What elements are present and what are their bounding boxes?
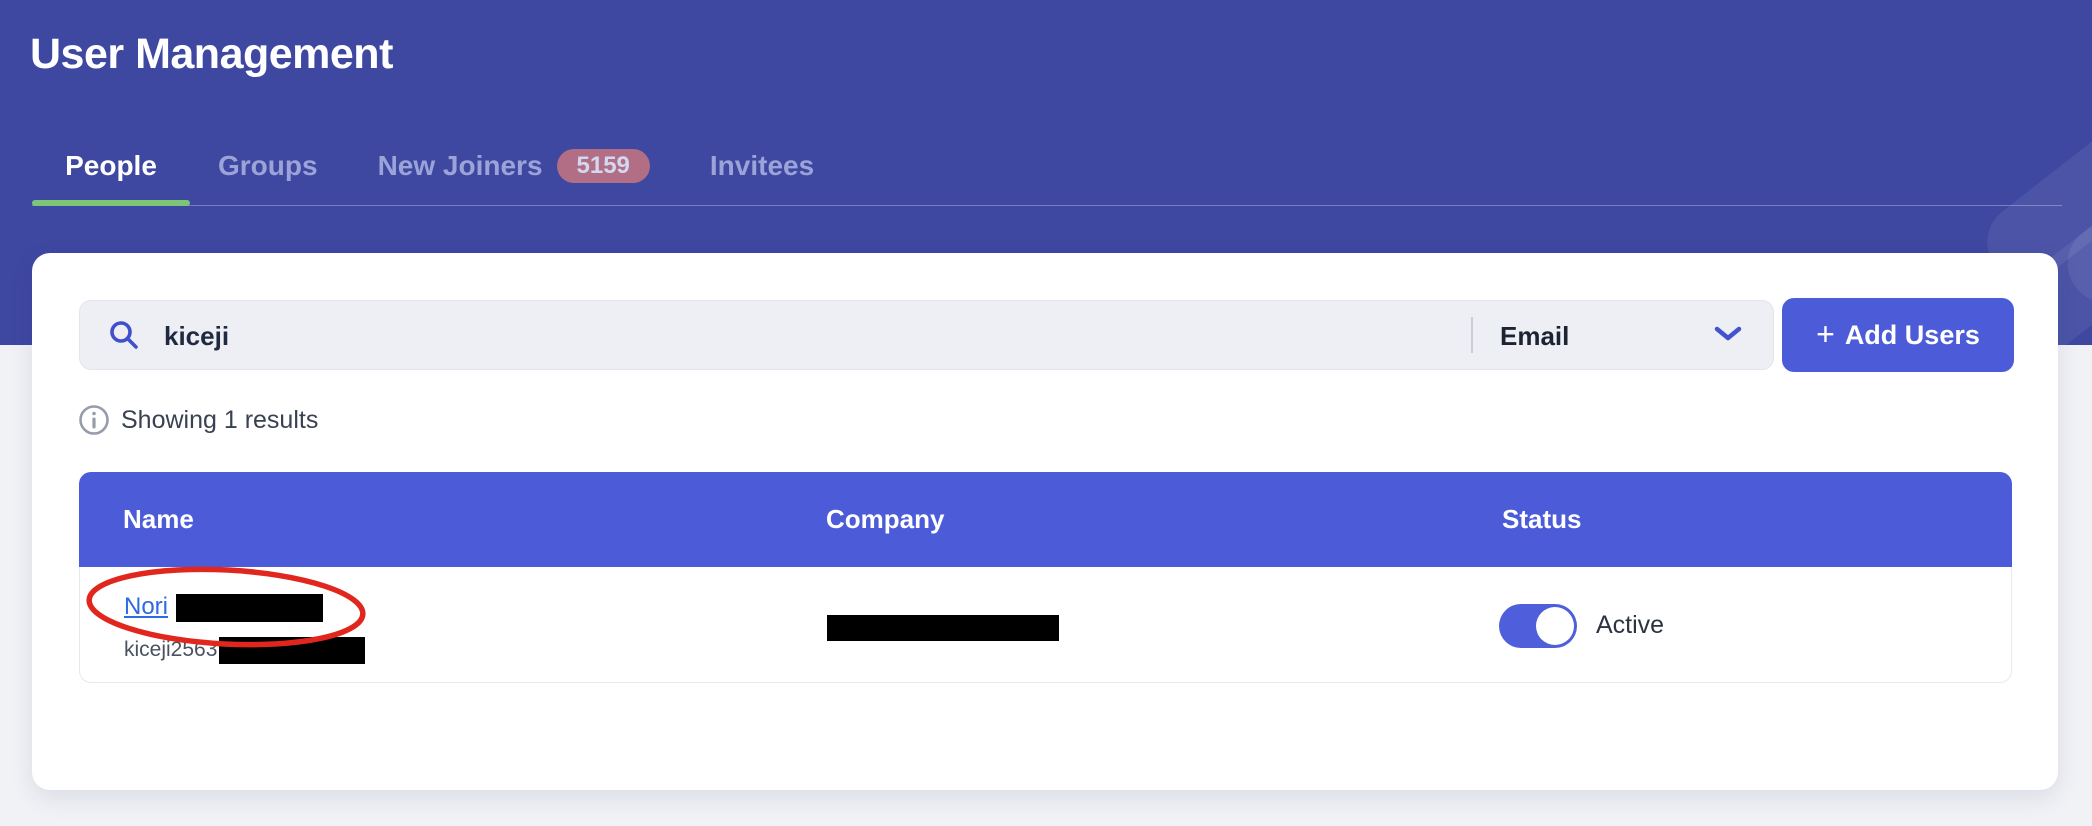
status-label: Active — [1596, 611, 1665, 639]
tab-people[interactable]: People — [65, 150, 157, 181]
filter-divider — [1471, 317, 1473, 353]
filter-selected-value: Email — [1500, 320, 1570, 351]
tab-bar-divider — [32, 205, 2062, 206]
table-row: Nori kiceji2563 Active — [79, 567, 2012, 683]
tab-new-joiners-label: New Joiners — [377, 149, 543, 181]
user-name-link[interactable]: Nori — [124, 593, 169, 620]
info-icon — [78, 404, 110, 436]
status-toggle[interactable] — [1499, 604, 1577, 648]
results-summary: Showing 1 results — [121, 406, 319, 434]
redaction-box-company — [827, 615, 1059, 641]
search-filter-dropdown[interactable]: Email — [1500, 320, 1569, 352]
search-icon — [108, 319, 140, 351]
redaction-box-email — [219, 637, 365, 664]
toggle-knob — [1536, 607, 1574, 645]
column-header-status: Status — [1502, 504, 1582, 534]
table-header: Name Company Status — [79, 472, 2012, 567]
search-input[interactable] — [162, 302, 1456, 370]
tab-bar: People Groups New Joiners 5159 Invitees — [32, 146, 814, 186]
page-title: User Management — [30, 30, 393, 78]
new-joiners-count-badge: 5159 — [556, 148, 650, 184]
plus-icon: + — [1816, 315, 1835, 352]
column-header-company: Company — [826, 504, 945, 534]
column-header-name: Name — [123, 504, 194, 534]
add-users-button[interactable]: + Add Users — [1782, 298, 2014, 372]
tab-invitees[interactable]: Invitees — [709, 150, 815, 181]
tab-groups[interactable]: Groups — [218, 150, 318, 181]
active-tab-underline — [32, 200, 190, 206]
chevron-down-icon[interactable] — [1714, 326, 1742, 347]
tab-new-joiners[interactable]: New Joiners 5159 — [377, 148, 650, 184]
add-users-label: Add Users — [1844, 319, 1980, 350]
redaction-box-name — [176, 594, 323, 622]
user-email: kiceji2563 — [124, 638, 218, 661]
results-table: Name Company Status Nori kiceji2563 Acti… — [79, 472, 2012, 683]
